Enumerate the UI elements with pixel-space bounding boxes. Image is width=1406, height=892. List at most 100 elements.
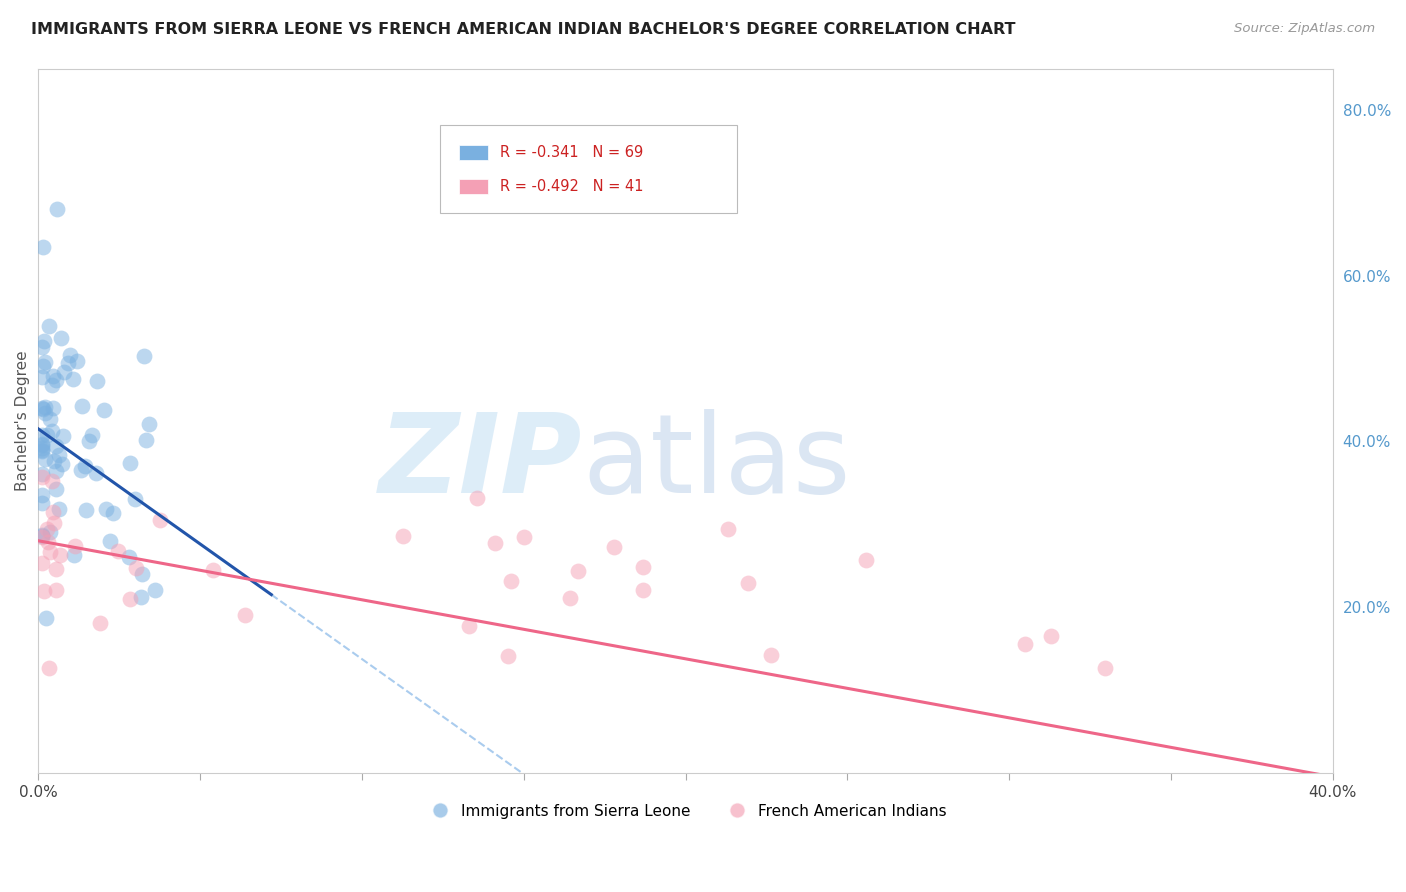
- Point: [31, 370, 53, 384]
- Point: [89, 615, 111, 630]
- Point: [45, 202, 67, 217]
- Point: [70, 463, 93, 477]
- Point: [45, 482, 67, 496]
- Point: [62, 371, 84, 385]
- Point: [496, 648, 519, 663]
- Point: [63, 539, 86, 553]
- Point: [41, 424, 63, 438]
- Point: [31, 528, 53, 542]
- Point: [52, 429, 75, 443]
- Point: [77, 434, 100, 448]
- Point: [31, 487, 53, 501]
- Point: [51, 457, 73, 471]
- Bar: [458, 145, 488, 161]
- Point: [1094, 660, 1116, 674]
- Point: [45, 582, 67, 597]
- Point: [135, 433, 157, 447]
- Point: [32, 240, 55, 254]
- Point: [31, 529, 53, 543]
- Point: [31, 443, 53, 458]
- Point: [75, 503, 97, 517]
- Text: Source: ZipAtlas.com: Source: ZipAtlas.com: [1234, 22, 1375, 36]
- Point: [631, 559, 654, 574]
- Point: [37, 522, 59, 536]
- Point: [31, 401, 53, 415]
- Point: [52, 365, 75, 379]
- Point: [32, 334, 55, 348]
- Point: [45, 439, 67, 453]
- Point: [759, 648, 782, 662]
- Point: [143, 583, 166, 598]
- Point: [201, 563, 224, 577]
- Point: [457, 619, 479, 633]
- Point: [48, 502, 70, 516]
- Point: [32, 583, 55, 598]
- Point: [131, 590, 153, 604]
- Point: [93, 402, 115, 417]
- Point: [34, 355, 56, 369]
- Point: [101, 507, 124, 521]
- Point: [32, 402, 55, 417]
- Point: [45, 464, 67, 478]
- Point: [233, 608, 256, 623]
- Text: R = -0.341   N = 69: R = -0.341 N = 69: [501, 145, 644, 161]
- Point: [42, 369, 65, 384]
- Point: [41, 377, 63, 392]
- Point: [98, 533, 121, 548]
- Point: [603, 540, 626, 554]
- Point: [42, 506, 65, 520]
- Point: [73, 459, 96, 474]
- Point: [84, 466, 107, 480]
- Point: [499, 574, 522, 588]
- Point: [31, 428, 53, 442]
- FancyBboxPatch shape: [440, 125, 737, 213]
- Point: [148, 513, 170, 527]
- Point: [37, 534, 59, 549]
- Point: [58, 356, 80, 370]
- Point: [31, 444, 53, 458]
- Point: [45, 562, 67, 576]
- Point: [86, 374, 108, 388]
- Point: [96, 501, 118, 516]
- Point: [737, 575, 759, 590]
- Legend: Immigrants from Sierra Leone, French American Indians: Immigrants from Sierra Leone, French Ame…: [419, 797, 953, 825]
- Point: [49, 331, 72, 345]
- Point: [49, 549, 72, 563]
- Point: [31, 437, 53, 451]
- Point: [31, 530, 53, 544]
- Point: [631, 582, 654, 597]
- Point: [31, 557, 53, 571]
- Point: [31, 470, 53, 484]
- Point: [31, 340, 53, 354]
- Point: [59, 348, 82, 362]
- Point: [855, 553, 877, 567]
- Point: [70, 399, 93, 413]
- Point: [31, 441, 53, 455]
- Point: [37, 428, 59, 442]
- Point: [567, 564, 589, 578]
- Point: [41, 401, 63, 415]
- Point: [45, 373, 67, 387]
- Point: [34, 610, 56, 624]
- Point: [31, 437, 53, 451]
- Point: [38, 319, 60, 334]
- Text: R = -0.492   N = 41: R = -0.492 N = 41: [501, 179, 644, 194]
- Point: [138, 417, 160, 431]
- Point: [465, 491, 488, 506]
- Point: [48, 448, 70, 462]
- Point: [41, 474, 63, 488]
- Point: [124, 491, 146, 506]
- Point: [34, 451, 56, 466]
- Point: [42, 516, 65, 530]
- Point: [717, 522, 740, 536]
- Point: [392, 529, 415, 543]
- Text: ZIP: ZIP: [378, 409, 582, 516]
- Point: [118, 456, 141, 470]
- Text: atlas: atlas: [582, 409, 851, 516]
- Point: [39, 524, 62, 539]
- Point: [38, 545, 60, 559]
- Point: [118, 550, 141, 565]
- Point: [484, 536, 506, 550]
- Point: [31, 496, 53, 510]
- Point: [107, 543, 129, 558]
